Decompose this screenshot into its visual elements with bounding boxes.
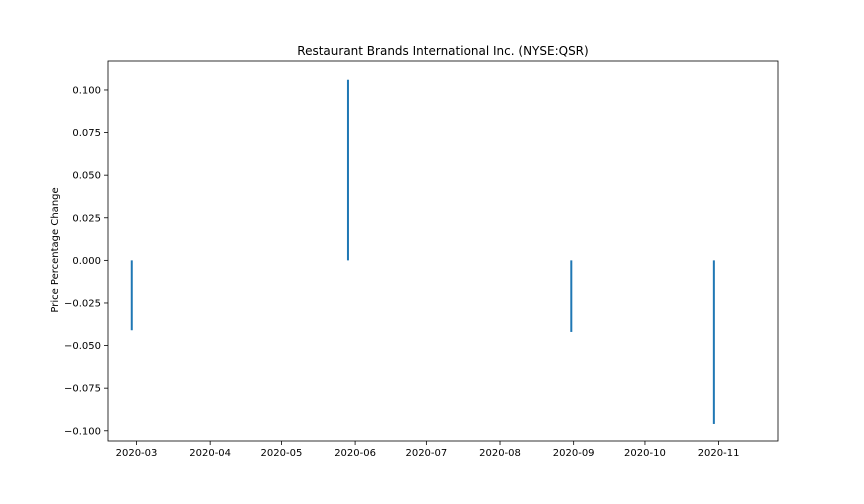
y-tick-label: −0.050 (64, 341, 101, 352)
x-ticks-group: 2020-03 2020-04 2020-05 2020-06 2020-07 2020-… (116, 441, 740, 459)
x-tick-label: 2020-04 (189, 448, 231, 459)
y-tick-label: −0.075 (64, 384, 101, 395)
x-tick-label: 2020-10 (624, 448, 666, 459)
x-tick-label: 2020-09 (553, 448, 595, 459)
y-tick-label: 0.100 (72, 85, 101, 96)
bars-group (130, 79, 715, 424)
bar (130, 260, 133, 331)
y-axis-label: Price Percentage Change (50, 187, 61, 312)
y-tick-label: −0.025 (64, 298, 101, 309)
y-tick-label: 0.075 (72, 128, 101, 139)
x-tick-label: 2020-08 (479, 448, 521, 459)
bar (570, 260, 573, 332)
chart-title: Restaurant Brands International Inc. (NY… (297, 44, 588, 58)
plot-frame (107, 60, 779, 442)
bar (712, 260, 715, 424)
y-tick-label: −0.100 (64, 426, 101, 437)
x-tick-label: 2020-07 (405, 448, 447, 459)
y-tick-label: 0.000 (72, 256, 101, 267)
bar (346, 79, 349, 261)
y-ticks-group: 0.100 0.075 0.050 0.025 0.000 −0.025 −0.050 −0.… (64, 85, 108, 437)
x-tick-label: 2020-03 (116, 448, 158, 459)
x-tick-label: 2020-11 (698, 448, 740, 459)
x-tick-label: 2020-06 (334, 448, 376, 459)
y-tick-label: 0.050 (72, 171, 101, 182)
y-tick-label: 0.025 (72, 213, 101, 224)
x-tick-label: 2020-05 (261, 448, 303, 459)
